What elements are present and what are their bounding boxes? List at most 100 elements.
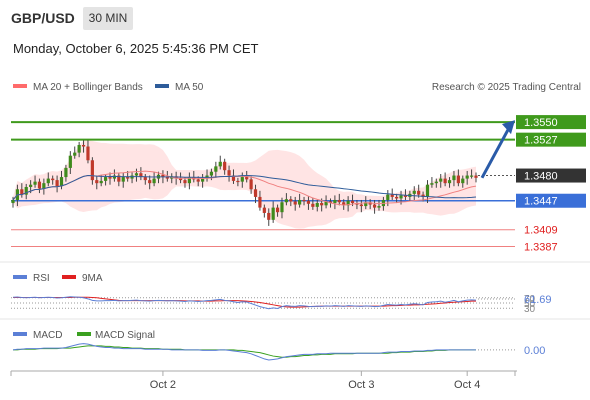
candle-body [386, 194, 390, 200]
candle-body [165, 177, 169, 179]
candle-body [302, 199, 306, 202]
candle-body [104, 177, 108, 181]
candle-body [227, 170, 231, 176]
candle-body [231, 175, 236, 181]
forecast-arrow [480, 125, 512, 179]
candle-body [456, 175, 460, 184]
candle-body [359, 204, 363, 207]
candle-body [20, 189, 24, 195]
level-label: 1.3409 [524, 225, 558, 237]
candle-body [90, 160, 94, 181]
candle-body [77, 144, 81, 153]
level-label: 1.3527 [524, 135, 558, 147]
macd-signal-legend-swatch [77, 332, 91, 336]
macd-line [12, 343, 476, 361]
candle-body [24, 186, 28, 195]
candle-body [425, 184, 430, 197]
candle-body [324, 201, 328, 206]
candle-body [430, 183, 434, 185]
candle-body [447, 180, 452, 184]
candle-body [59, 177, 64, 187]
candle-body [346, 200, 350, 206]
candle-body [143, 177, 147, 181]
candle-body [183, 180, 187, 184]
candle-body [236, 180, 240, 183]
candle-body [443, 178, 447, 184]
rsi-value-label: 61.69 [524, 294, 552, 306]
candle-body [474, 175, 478, 178]
candle-body [289, 199, 293, 202]
rsi-ma-legend-label: 9MA [82, 273, 103, 284]
candle-body [280, 202, 284, 213]
rsi-level-label: 70 [524, 294, 536, 305]
candle-body [112, 175, 117, 179]
rsi-line [12, 296, 477, 310]
candle-body [293, 201, 297, 205]
attribution: Research © 2025 Trading Central [432, 82, 581, 93]
candle-body [461, 178, 465, 184]
candle-body [86, 146, 90, 161]
candle-body [320, 203, 324, 206]
candle-body [350, 200, 355, 204]
candle-body [271, 207, 275, 220]
symbol-title: GBP/USD [11, 10, 75, 26]
candle-body [73, 152, 77, 156]
candle-body [452, 175, 456, 181]
ma20-legend-label: MA 20 + Bollinger Bands [33, 82, 143, 93]
candle-body [434, 181, 438, 184]
candle-body [139, 173, 143, 178]
candle-body [395, 196, 399, 199]
candle-body [306, 200, 311, 204]
macd-signal-line [13, 345, 476, 358]
candle-body [99, 180, 103, 184]
macd-signal-legend-label: MACD Signal [95, 330, 155, 341]
candle-body [126, 177, 130, 179]
candle-body [29, 184, 33, 187]
candle-body [245, 177, 249, 180]
candle-body [412, 190, 416, 194]
level-label-box [516, 193, 586, 208]
rsi-legend-label: RSI [33, 273, 50, 284]
candle-body [201, 178, 205, 182]
timeframe-badge[interactable]: 30 MIN [83, 7, 133, 30]
candle-body [33, 181, 37, 185]
time-tick-label: Oct 3 [348, 379, 374, 391]
candle-body [108, 177, 112, 179]
level-label-box [516, 132, 586, 147]
ma50-line [12, 174, 477, 201]
macd-legend-label: MACD [33, 330, 62, 341]
ma20-legend-swatch [13, 84, 27, 88]
ma50-legend-label: MA 50 [175, 82, 204, 93]
candle-body [196, 179, 200, 182]
macd-legend-swatch [13, 332, 27, 336]
level-label: 1.3447 [524, 196, 558, 208]
level-label-box [516, 115, 586, 130]
candle-body [148, 180, 152, 184]
candle-body [342, 202, 346, 206]
level-label: 1.3480 [524, 171, 558, 183]
candle-body [95, 180, 99, 184]
candle-body [178, 178, 183, 181]
candle-body [51, 178, 55, 181]
candle-body [240, 177, 244, 182]
rsi-level-label: 50 [524, 299, 536, 310]
candle-body [333, 199, 337, 204]
candle-body [121, 177, 125, 182]
candle-body [214, 166, 218, 172]
candle-body [37, 181, 42, 189]
level-label: 1.3387 [524, 242, 558, 254]
candle-body [249, 179, 253, 190]
candle-body [315, 203, 319, 207]
candle-body [134, 173, 139, 176]
candle-body [328, 201, 333, 204]
time-tick-label: Oct 2 [150, 379, 176, 391]
candle-body [258, 196, 262, 208]
candle-body [42, 183, 46, 189]
time-tick-label: Oct 4 [454, 379, 480, 391]
macd-value-label: 0.00 [524, 345, 545, 357]
rsi-legend-swatch [13, 275, 27, 279]
candle-body [11, 199, 15, 204]
candle-body [68, 155, 72, 168]
level-label: 1.3550 [524, 117, 558, 129]
